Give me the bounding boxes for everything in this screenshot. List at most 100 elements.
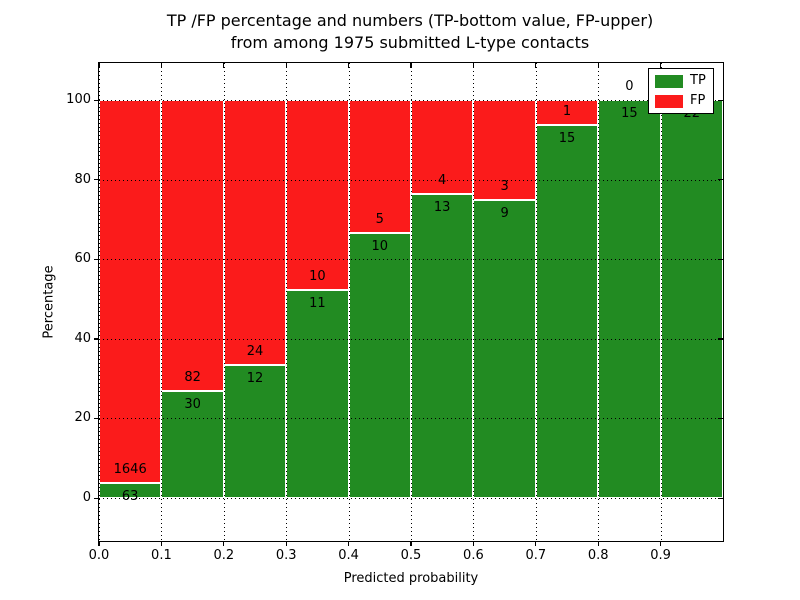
x-tick-top <box>535 63 537 68</box>
tp-swatch <box>655 74 683 88</box>
x-gridline <box>660 63 662 541</box>
tp-count-label: 15 <box>621 106 638 121</box>
fp-count-label: 0 <box>625 79 634 94</box>
tp-count-label: 11 <box>309 295 326 311</box>
y-tick-right <box>718 258 723 260</box>
y-tick-right <box>718 497 723 499</box>
bar-segment-fp <box>348 100 411 233</box>
fp-count-label: 5 <box>375 211 384 227</box>
tp-count-label: 9 <box>500 205 509 221</box>
x-tick-label: 0.7 <box>525 548 547 563</box>
x-tick-label: 0.0 <box>88 548 110 563</box>
chart-title-line2: from among 1975 submitted L-type contact… <box>230 33 590 52</box>
legend-label-fp: FP <box>690 93 706 108</box>
y-tick-left <box>94 497 99 499</box>
y-tick-left <box>94 258 99 260</box>
y-tick-left <box>94 99 99 101</box>
bar-segment-fp <box>223 100 287 366</box>
x-axis-label: Predicted probability <box>343 571 479 586</box>
x-gridline <box>286 63 288 541</box>
y-tick-label: 100 <box>66 92 91 107</box>
x-gridline <box>348 63 350 541</box>
x-gridline <box>161 63 163 541</box>
chart-title-line1: TP /FP percentage and numbers (TP-bottom… <box>166 11 654 30</box>
x-tick-bottom <box>285 541 287 546</box>
y-tick-label: 0 <box>82 490 91 505</box>
y-tick-label: 40 <box>74 330 91 346</box>
y-tick-right <box>718 338 723 340</box>
x-tick-top <box>160 63 163 68</box>
x-tick-bottom <box>98 541 100 546</box>
bar-segment-tp <box>223 365 287 498</box>
x-tick-label: 0.1 <box>151 548 172 563</box>
fp-count-label: 3 <box>500 178 509 194</box>
bar-segment-tp <box>535 124 599 498</box>
bar-segment-fp <box>286 100 349 290</box>
fp-count-label: 24 <box>246 344 264 360</box>
legend-entry-tp: TP <box>655 74 707 88</box>
y-tick-left <box>94 417 99 420</box>
x-gridline <box>99 63 100 541</box>
fp-count-label: 1 <box>562 103 572 119</box>
x-tick-label: 0.4 <box>338 548 359 563</box>
y-tick-label: 60 <box>74 251 91 267</box>
x-tick-top <box>660 63 662 68</box>
legend-label-tp: TP <box>690 73 706 88</box>
fp-count-label: 1646 <box>113 462 147 478</box>
x-tick-top <box>223 63 225 68</box>
x-gridline <box>411 63 412 541</box>
y-tick-label: 20 <box>74 410 91 426</box>
y-axis-label: Percentage <box>41 265 57 339</box>
tp-count-label: 15 <box>558 130 576 146</box>
x-gridline <box>535 63 537 541</box>
x-tick-label: 0.6 <box>463 548 484 563</box>
legend: TP FP <box>648 68 714 114</box>
x-tick-bottom <box>410 541 412 546</box>
x-tick-bottom <box>160 541 163 546</box>
x-tick-top <box>597 63 599 68</box>
x-tick-bottom <box>597 541 599 546</box>
tp-count-label: 63 <box>121 489 139 505</box>
y-tick-right <box>718 179 723 181</box>
bar-segment-tp <box>411 193 474 498</box>
x-tick-label: 0.8 <box>587 548 609 563</box>
bar-segment-tp <box>348 232 411 498</box>
x-tick-label: 0.3 <box>275 548 297 563</box>
x-gridline <box>598 63 600 541</box>
fp-swatch <box>655 94 683 108</box>
bar-segment-fp <box>99 100 162 484</box>
bar-segment-fp <box>161 100 224 392</box>
fp-count-label: 4 <box>438 172 447 188</box>
x-tick-label: 0.9 <box>650 548 671 563</box>
x-tick-bottom <box>535 541 537 546</box>
y-tick-right <box>718 417 723 420</box>
bar-segment-tp <box>286 289 349 498</box>
x-tick-top <box>348 63 350 68</box>
x-tick-label: 0.2 <box>213 548 235 563</box>
tp-count-label: 10 <box>371 238 389 254</box>
x-tick-bottom <box>660 541 662 546</box>
fp-count-label: 10 <box>309 268 326 284</box>
x-tick-top <box>410 63 412 68</box>
tp-count-label: 30 <box>184 397 201 413</box>
x-tick-top <box>285 63 287 68</box>
y-tick-right <box>718 99 723 101</box>
bar-segment-tp <box>660 100 723 498</box>
y-tick-label: 80 <box>74 171 91 187</box>
x-tick-top <box>98 63 100 68</box>
bar-segment-tp <box>473 199 536 498</box>
x-tick-bottom <box>223 541 225 546</box>
x-tick-top <box>472 63 475 68</box>
x-tick-label: 0.5 <box>400 548 422 563</box>
y-tick-left <box>94 179 99 181</box>
legend-entry-fp: FP <box>655 94 707 108</box>
plot-area: Percentage Predicted probability TP FP 1… <box>42 62 724 586</box>
y-tick-left <box>94 338 99 340</box>
tp-count-label: 13 <box>433 199 451 215</box>
bar-segment-tp <box>598 100 661 498</box>
x-gridline <box>223 63 225 541</box>
fp-count-label: 82 <box>184 370 201 386</box>
x-gridline <box>473 63 475 541</box>
x-tick-bottom <box>472 541 475 546</box>
